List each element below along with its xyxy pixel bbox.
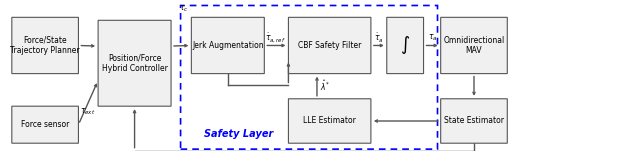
Text: Force sensor: Force sensor bbox=[21, 120, 69, 129]
Text: CBF Safety Filter: CBF Safety Filter bbox=[298, 41, 362, 50]
Text: LLE Estimator: LLE Estimator bbox=[303, 116, 356, 126]
FancyBboxPatch shape bbox=[441, 17, 508, 74]
FancyBboxPatch shape bbox=[191, 17, 264, 74]
Text: $\dot{\tau}_a$: $\dot{\tau}_a$ bbox=[374, 31, 383, 45]
Text: $\dot{\tau}_{a,ref}$: $\dot{\tau}_{a,ref}$ bbox=[264, 31, 285, 45]
FancyBboxPatch shape bbox=[289, 17, 371, 74]
Text: State Estimator: State Estimator bbox=[444, 116, 504, 126]
Text: $\tau_{ext}$: $\tau_{ext}$ bbox=[79, 106, 95, 117]
Text: $\int$: $\int$ bbox=[400, 35, 410, 57]
FancyBboxPatch shape bbox=[387, 17, 424, 74]
Text: Position/Force
Hybrid Controller: Position/Force Hybrid Controller bbox=[102, 54, 168, 73]
FancyBboxPatch shape bbox=[98, 20, 171, 106]
Text: $\tau_c$: $\tau_c$ bbox=[179, 4, 188, 14]
Text: Omnidirectional
MAV: Omnidirectional MAV bbox=[444, 36, 504, 55]
Text: $\hat{\lambda}^*$: $\hat{\lambda}^*$ bbox=[320, 79, 331, 93]
Text: Force/State
Trajectory Planner: Force/State Trajectory Planner bbox=[10, 36, 80, 55]
FancyBboxPatch shape bbox=[12, 106, 79, 143]
Text: $\tau_a$: $\tau_a$ bbox=[428, 33, 438, 43]
FancyBboxPatch shape bbox=[441, 99, 508, 143]
FancyBboxPatch shape bbox=[12, 17, 79, 74]
Text: Safety Layer: Safety Layer bbox=[204, 129, 273, 139]
Text: Jerk Augmentation: Jerk Augmentation bbox=[192, 41, 264, 50]
FancyBboxPatch shape bbox=[289, 99, 371, 143]
